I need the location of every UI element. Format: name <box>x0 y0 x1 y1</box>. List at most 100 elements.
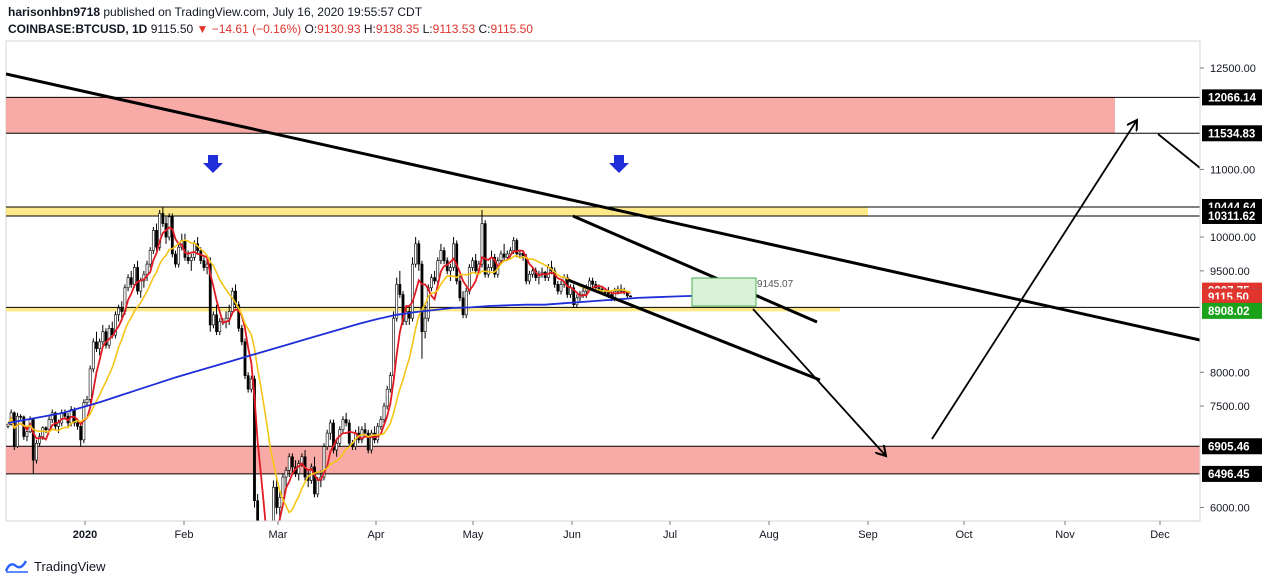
candle <box>407 304 411 325</box>
candle-body <box>151 229 155 251</box>
candle <box>417 240 421 271</box>
candle <box>452 237 455 271</box>
candle <box>266 541 268 575</box>
candle-body <box>332 422 335 451</box>
candle-body <box>177 246 181 265</box>
price-label-bg <box>1202 465 1262 482</box>
annotation-text: 9145.07 <box>757 279 794 290</box>
candle <box>120 301 124 319</box>
price-label-bg <box>1202 438 1262 455</box>
candle-body <box>531 270 534 275</box>
candle <box>366 429 370 454</box>
tradingview-footer[interactable]: TradingView <box>4 558 106 574</box>
forecast-up-arrow <box>931 120 1137 440</box>
channel-upper-line <box>572 214 818 324</box>
candle-body <box>591 280 595 285</box>
candle <box>240 324 244 346</box>
y-tick-label: 9500.00 <box>1210 266 1250 278</box>
candle <box>572 284 576 309</box>
price-label: 6905.46 <box>1202 438 1262 455</box>
candle <box>464 287 468 319</box>
candle-body <box>629 295 632 298</box>
candle-body <box>6 424 10 427</box>
y-tick-label: 11000.00 <box>1210 164 1255 176</box>
candle-body <box>85 399 89 403</box>
symbol-info: COINBASE:BTCUSD, 1D 9115.50 ▼ −14.61 (−0… <box>8 22 533 36</box>
candle-body <box>335 442 339 451</box>
candle <box>385 385 389 410</box>
candle <box>483 220 487 278</box>
candle <box>328 419 332 440</box>
candle <box>284 466 288 488</box>
candle <box>275 477 279 515</box>
price-label-text: 6905.46 <box>1208 441 1250 453</box>
candle-body <box>518 252 522 255</box>
price-label-text: 12066.14 <box>1208 92 1257 104</box>
candle <box>629 295 632 298</box>
candle <box>117 304 121 322</box>
candle <box>287 453 291 478</box>
candle-body <box>133 267 136 285</box>
x-tick-label: Mar <box>269 529 288 541</box>
candle-body <box>325 432 329 447</box>
price-label: 12066.14 <box>1202 89 1262 106</box>
candle <box>439 243 443 265</box>
tradingview-brand: TradingView <box>34 558 106 574</box>
zone-support <box>6 446 1200 474</box>
candle-body <box>392 317 395 376</box>
candle <box>556 281 560 295</box>
publish-info: harisonhbn9718 published on TradingView.… <box>8 5 422 19</box>
price-label-bg <box>1202 89 1262 106</box>
candle <box>145 260 149 281</box>
candle <box>591 277 595 288</box>
candle-body <box>193 243 196 258</box>
candle-body <box>493 257 497 275</box>
candle-body <box>126 277 130 289</box>
candle <box>474 253 478 275</box>
candle <box>436 257 440 285</box>
candle-body <box>148 250 152 265</box>
candle-body <box>471 260 474 268</box>
candle-body <box>385 388 389 407</box>
candle-body <box>44 427 48 431</box>
last-price: 9115.50 <box>150 22 194 36</box>
price-label-bg <box>1202 207 1262 224</box>
candle <box>230 287 234 315</box>
y-tick-label: 10000.00 <box>1210 232 1256 244</box>
author-name[interactable]: harisonhbn9718 <box>8 5 101 19</box>
candle <box>126 274 130 292</box>
candle-body <box>414 243 418 265</box>
candle-body <box>263 535 265 555</box>
candle-body <box>376 426 380 441</box>
price-label: 10311.62 <box>1202 207 1262 224</box>
candle <box>107 324 111 349</box>
candle-body <box>158 213 162 248</box>
candle-body <box>527 273 531 282</box>
price-label: 11534.83 <box>1202 125 1262 142</box>
candle <box>243 338 247 380</box>
candle-body <box>366 432 370 451</box>
candle-body <box>556 284 560 292</box>
candle-body <box>278 497 282 508</box>
candle-body <box>107 328 111 346</box>
candle-body <box>227 311 231 319</box>
low-value: 9113.53 <box>432 22 476 36</box>
candle-body <box>502 253 506 258</box>
candle <box>404 308 408 325</box>
candle-body <box>234 290 237 305</box>
candle-body <box>448 267 452 272</box>
candle <box>91 338 95 373</box>
candle-body <box>208 263 212 326</box>
candle-body <box>98 341 102 349</box>
candle <box>50 409 54 423</box>
candle-body <box>382 405 386 420</box>
candle-body <box>430 277 433 289</box>
candle-body <box>417 243 421 265</box>
candle <box>155 223 158 251</box>
candle <box>442 247 446 265</box>
candle-body <box>253 378 256 502</box>
price-chart[interactable]: 9145.07 12500.00 11000.00 10000.00 9500.00 8… <box>0 38 1274 586</box>
candle-body <box>31 419 35 461</box>
candle <box>382 402 386 423</box>
candle <box>237 301 241 332</box>
